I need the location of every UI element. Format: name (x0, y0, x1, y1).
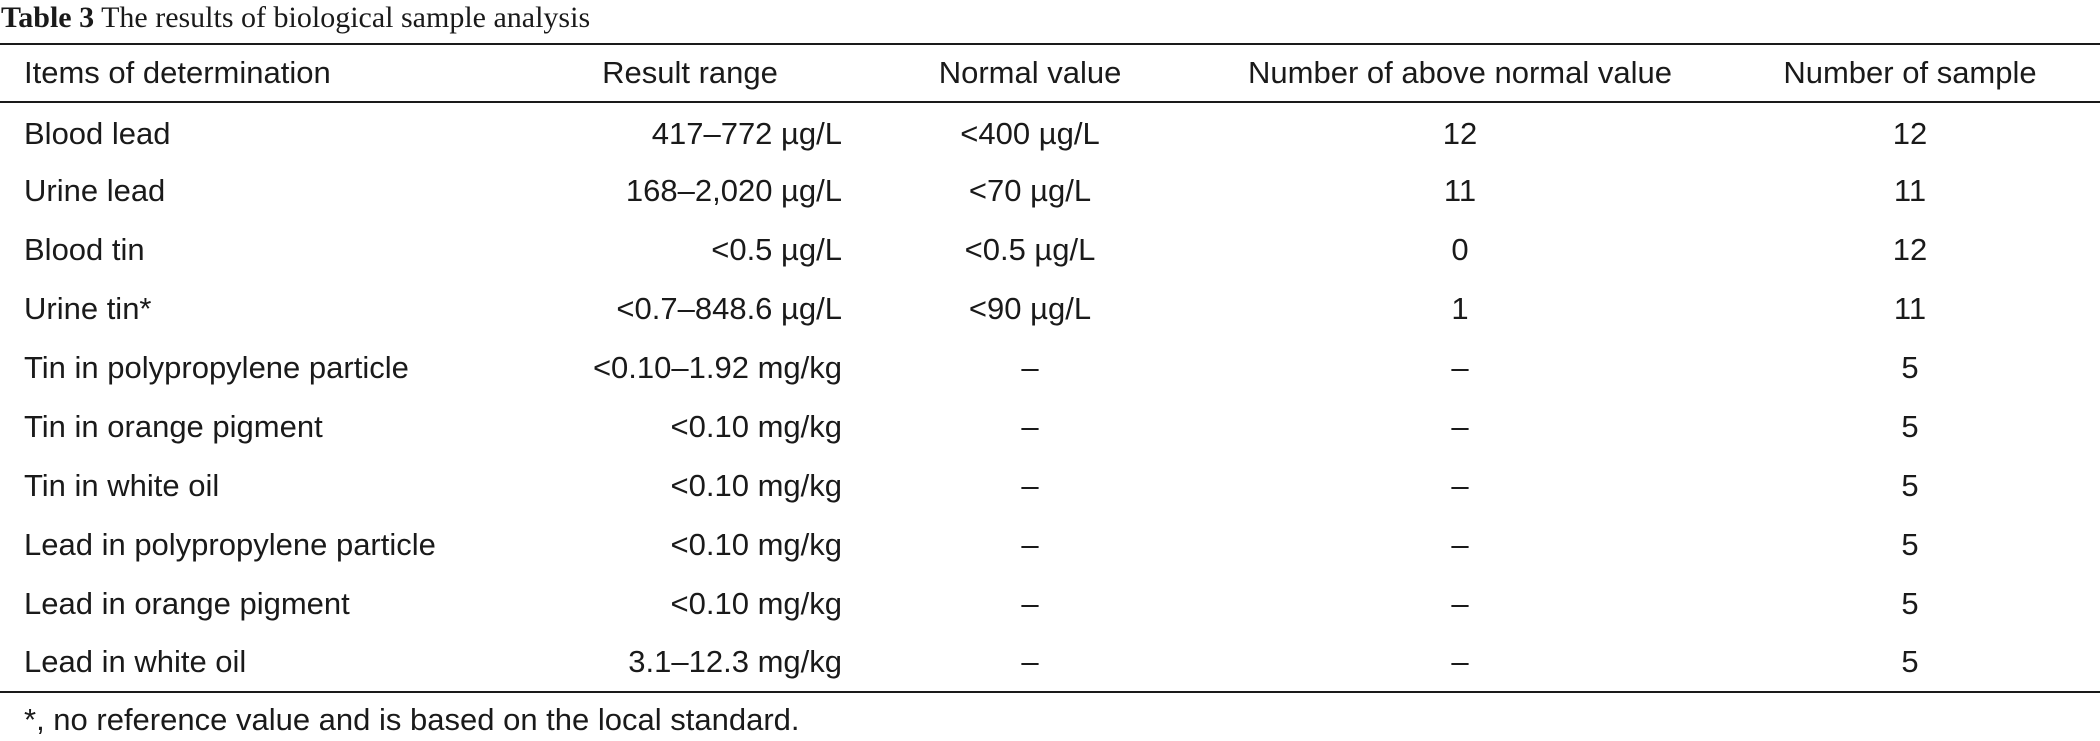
table-row: Tin in polypropylene particle <0.10–1.92… (0, 338, 2100, 397)
cell-normal-value: – (1021, 408, 1039, 444)
cell-normal-value: – (1021, 526, 1039, 562)
cell-above-normal: – (1451, 467, 1469, 503)
cell-normal-value: – (1021, 467, 1039, 503)
header-row: Items of determination Result range Norm… (0, 43, 2100, 103)
cell-result-range: <0.10 mg/kg (670, 526, 842, 562)
cell-above-normal: – (1451, 408, 1469, 444)
cell-normal-value: <0.5 µg/L (964, 231, 1096, 267)
cell-above-normal: – (1200, 633, 1720, 693)
cell-item: Lead in orange pigment (24, 585, 350, 621)
table-row: Blood lead 417–772 µg/L <400 µg/L 12 12 (0, 102, 2100, 161)
table-caption: Table 3 The results of biological sample… (1, 0, 590, 36)
cell-item: Lead in white oil (0, 633, 520, 693)
cell-above-normal: 11 (1443, 172, 1477, 208)
table-caption-label: Table 3 (1, 1, 95, 34)
cell-sample-count: 12 (1892, 231, 1928, 267)
cell-above-normal: 0 (1451, 231, 1469, 267)
cell-normal-value: <90 µg/L (968, 290, 1092, 326)
table-row: Tin in orange pigment <0.10 mg/kg – – 5 (0, 397, 2100, 456)
cell-normal-value: <400 µg/L (960, 115, 1100, 151)
cell-above-normal: – (1451, 585, 1469, 621)
cell-result-range: <0.7–848.6 µg/L (616, 290, 842, 326)
cell-sample-count: 12 (1892, 115, 1928, 151)
cell-result-range: <0.10 mg/kg (670, 408, 842, 444)
cell-result-range: <0.5 µg/L (711, 231, 842, 267)
cell-sample-count: 5 (1901, 526, 1919, 562)
cell-sample-count: 5 (1901, 408, 1919, 444)
table-row: Urine lead 168–2,020 µg/L <70 µg/L 11 11 (0, 161, 2100, 220)
cell-sample-count: 11 (1893, 290, 1927, 326)
cell-normal-value: <70 µg/L (968, 172, 1092, 208)
table-row: Lead in polypropylene particle <0.10 mg/… (0, 515, 2100, 574)
header-result-range: Result range (520, 43, 860, 103)
cell-result-range: <0.10 mg/kg (670, 467, 842, 503)
cell-sample-count: 5 (1901, 585, 1919, 621)
cell-item: Urine lead (24, 172, 166, 208)
cell-normal-value: – (860, 633, 1200, 693)
cell-result-range: <0.10–1.92 mg/kg (592, 349, 842, 385)
cell-above-normal: – (1451, 349, 1469, 385)
cell-normal-value: – (1021, 585, 1039, 621)
cell-above-normal: – (1451, 526, 1469, 562)
table-body: Blood lead 417–772 µg/L <400 µg/L 12 12 … (0, 102, 2100, 693)
cell-result-range: 417–772 µg/L (651, 115, 842, 151)
table-row: Tin in white oil <0.10 mg/kg – – 5 (0, 456, 2100, 515)
cell-result-range: 168–2,020 µg/L (625, 172, 842, 208)
header-items-of-determination: Items of determination (0, 43, 520, 103)
cell-result-range: 3.1–12.3 mg/kg (520, 633, 860, 693)
table-row: Lead in white oil 3.1–12.3 mg/kg – – 5 (0, 633, 2100, 693)
cell-item: Tin in polypropylene particle (24, 349, 409, 385)
table-row: Lead in orange pigment <0.10 mg/kg – – 5 (0, 574, 2100, 633)
header-normal-value: Normal value (860, 43, 1200, 103)
cell-item: Blood lead (24, 115, 171, 151)
table-row: Urine tin* <0.7–848.6 µg/L <90 µg/L 1 11 (0, 279, 2100, 338)
cell-sample-count: 11 (1893, 172, 1927, 208)
cell-sample-count: 5 (1720, 633, 2100, 693)
table-footnote: *, no reference value and is based on th… (24, 702, 800, 737)
table-header: Items of determination Result range Norm… (0, 43, 2100, 103)
header-number-of-sample: Number of sample (1720, 43, 2100, 103)
cell-sample-count: 5 (1901, 467, 1919, 503)
cell-item: Lead in polypropylene particle (24, 526, 436, 562)
cell-item: Tin in orange pigment (24, 408, 323, 444)
table-caption-title: The results of biological sample analysi… (101, 1, 591, 34)
cell-result-range: <0.10 mg/kg (670, 585, 842, 621)
cell-above-normal: 1 (1451, 290, 1469, 326)
results-table: Items of determination Result range Norm… (0, 43, 2100, 693)
cell-normal-value: – (1021, 349, 1039, 385)
cell-item: Urine tin* (24, 290, 152, 326)
header-number-above-normal: Number of above normal value (1200, 43, 1720, 103)
cell-item: Tin in white oil (24, 467, 220, 503)
cell-sample-count: 5 (1901, 349, 1919, 385)
cell-above-normal: 12 (1442, 115, 1478, 151)
cell-item: Blood tin (24, 231, 145, 267)
table-row: Blood tin <0.5 µg/L <0.5 µg/L 0 12 (0, 220, 2100, 279)
